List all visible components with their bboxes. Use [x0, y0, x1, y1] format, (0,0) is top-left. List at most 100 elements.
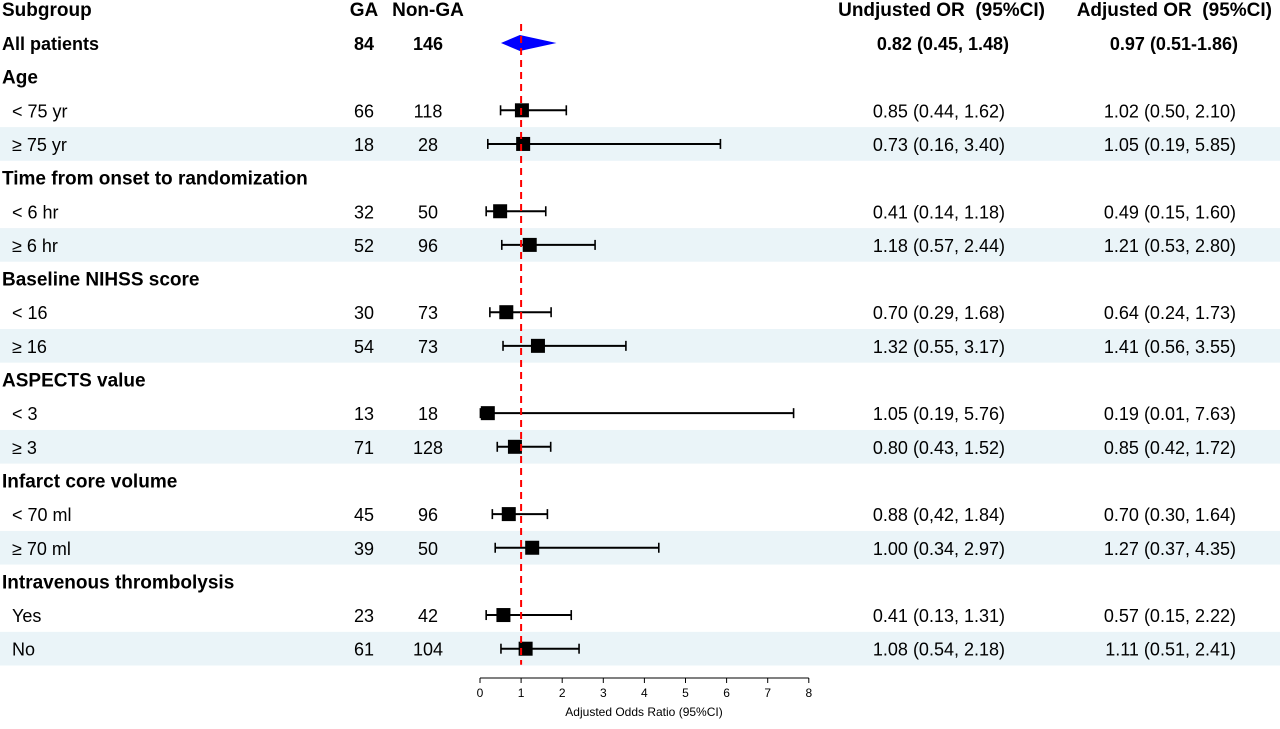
table-row: No 61 104 1.08 (0.54, 2.18) 1.11 (0.51, 2.41…: [12, 640, 1236, 660]
header-nonga: Non-GA: [392, 0, 464, 21]
or-point: [507, 439, 522, 454]
row-shade: [0, 228, 1280, 262]
table-row: All patients 84 146 0.82 (0.45, 1.48) 0.97 (…: [2, 34, 1238, 54]
header-adjusted: Adjusted OR (95%CI): [1077, 0, 1272, 21]
table-row: ≥ 70 ml 39 50 1.00 (0.34, 2.97) 1.27 (0.37, …: [12, 539, 1236, 559]
ga-count: 54: [354, 337, 374, 357]
table-row: Time from onset to randomization: [2, 169, 308, 190]
subgroup-label: ≥ 16: [12, 337, 47, 357]
table-row: Age: [2, 68, 38, 89]
nonga-count: 42: [418, 606, 438, 626]
row-shade: [0, 631, 1280, 666]
adjusted-or: 0.19 (0.01, 7.63): [1104, 404, 1236, 424]
adjusted-or: 1.27 (0.37, 4.35): [1104, 539, 1236, 559]
subgroup-label: < 6 hr: [12, 202, 59, 222]
row-shade: [0, 329, 1280, 363]
nonga-count: 146: [413, 34, 443, 54]
table-row: < 75 yr 66 118 0.85 (0.44, 1.62) 1.02 (0.50,…: [12, 101, 1236, 121]
x-tick-label: 5: [682, 686, 689, 700]
x-tick-label: 8: [805, 686, 812, 700]
unadjusted-or: 0.85 (0.44, 1.62): [873, 101, 1005, 121]
nonga-count: 73: [418, 303, 438, 323]
adjusted-or: 0.85 (0.42, 1.72): [1104, 438, 1236, 458]
nonga-count: 73: [418, 337, 438, 357]
adjusted-or: 0.49 (0.15, 1.60): [1104, 202, 1236, 222]
plot-marks: [479, 24, 795, 665]
group-label: Age: [2, 68, 38, 89]
adjusted-or: 1.41 (0.56, 3.55): [1104, 337, 1236, 357]
table-row: ≥ 6 hr 52 96 1.18 (0.57, 2.44) 1.21 (0.53, 2…: [12, 236, 1236, 256]
unadjusted-or: 0.73 (0.16, 3.40): [873, 135, 1005, 155]
ga-count: 32: [354, 202, 374, 222]
ga-count: 18: [354, 135, 374, 155]
or-point: [480, 406, 495, 421]
nonga-count: 18: [418, 404, 438, 424]
or-point: [499, 305, 514, 320]
x-tick-label: 6: [723, 686, 730, 700]
header-ga: GA: [350, 0, 379, 21]
table-row: Infarct core volume: [2, 471, 177, 492]
adjusted-or: 0.64 (0.24, 1.73): [1104, 303, 1236, 323]
adjusted-or: 0.57 (0.15, 2.22): [1104, 606, 1236, 626]
table-row: < 70 ml 45 96 0.88 (0,42, 1.84) 0.70 (0.30, …: [12, 505, 1236, 525]
nonga-count: 96: [418, 236, 438, 256]
unadjusted-or: 1.08 (0.54, 2.18): [873, 640, 1005, 660]
unadjusted-or: 0.88 (0,42, 1.84): [873, 505, 1005, 525]
summary-diamond: [500, 35, 557, 51]
ga-count: 61: [354, 640, 374, 660]
ga-count: 30: [354, 303, 374, 323]
ga-count: 13: [354, 404, 374, 424]
x-axis: Adjusted Odds Ratio (95%CI) 0 1 2 3 4 5 6 7 8: [477, 677, 812, 719]
subgroup-label: All patients: [2, 34, 99, 54]
or-point: [530, 338, 545, 353]
unadjusted-or: 0.80 (0.43, 1.52): [873, 438, 1005, 458]
unadjusted-or: 1.32 (0.55, 3.17): [873, 337, 1005, 357]
table-row: < 3 13 18 1.05 (0.19, 5.76) 0.19 (0.01, 7.63…: [12, 404, 1236, 424]
group-label: Intravenous thrombolysis: [2, 572, 234, 593]
x-tick-label: 4: [641, 686, 648, 700]
subgroup-label: < 75 yr: [12, 101, 68, 121]
subgroup-label: Yes: [12, 606, 41, 626]
nonga-count: 104: [413, 640, 443, 660]
table-rows: All patients 84 146 0.82 (0.45, 1.48) 0.97 (…: [2, 34, 1238, 660]
table-row: Intravenous thrombolysis: [2, 572, 234, 593]
unadjusted-or: 1.00 (0.34, 2.97): [873, 539, 1005, 559]
row-shade: [0, 429, 1280, 464]
header-subgroup: Subgroup: [2, 0, 92, 21]
table-row: Baseline NIHSS score: [2, 270, 199, 291]
table-row: ≥ 3 71 128 0.80 (0.43, 1.52) 0.85 (0.42, 1.7…: [12, 438, 1236, 458]
adjusted-or: 1.05 (0.19, 5.85): [1104, 135, 1236, 155]
nonga-count: 118: [414, 101, 443, 121]
header-unadjusted: Undjusted OR (95%CI): [838, 0, 1045, 21]
adjusted-or: 1.02 (0.50, 2.10): [1104, 101, 1236, 121]
subgroup-label: < 70 ml: [12, 505, 72, 525]
subgroup-label: ≥ 3: [12, 438, 37, 458]
nonga-count: 50: [418, 202, 438, 222]
nonga-count: 96: [418, 505, 438, 525]
table-row: Yes 23 42 0.41 (0.13, 1.31) 0.57 (0.15, 2.22…: [12, 606, 1236, 626]
subgroup-label: No: [12, 640, 35, 660]
unadjusted-or: 1.05 (0.19, 5.76): [873, 404, 1005, 424]
ga-count: 52: [354, 236, 374, 256]
adjusted-or: 1.21 (0.53, 2.80): [1104, 236, 1236, 256]
adjusted-or: 1.11 (0.51, 2.41): [1105, 640, 1236, 660]
table-row: ≥ 16 54 73 1.32 (0.55, 3.17) 1.41 (0.56, 3.5…: [12, 337, 1236, 357]
x-tick-label: 3: [600, 686, 607, 700]
or-point: [522, 237, 537, 252]
unadjusted-or: 0.41 (0.14, 1.18): [873, 202, 1005, 222]
x-tick-label: 1: [518, 686, 525, 700]
table-row: < 6 hr 32 50 0.41 (0.14, 1.18) 0.49 (0.15, 1…: [12, 202, 1236, 222]
unadjusted-or: 0.41 (0.13, 1.31): [873, 606, 1005, 626]
x-tick-label: 2: [559, 686, 566, 700]
adjusted-or: 0.97 (0.51-1.86): [1110, 34, 1238, 54]
table-row: ASPECTS value: [2, 371, 146, 392]
nonga-count: 50: [418, 539, 438, 559]
ga-count: 45: [354, 505, 374, 525]
or-point: [496, 608, 511, 623]
or-point: [516, 136, 531, 151]
x-axis-label: Adjusted Odds Ratio (95%CI): [565, 705, 722, 719]
column-headers: Subgroup GA Non-GA Undjusted OR (95%CI) …: [2, 0, 1272, 21]
ga-count: 84: [354, 34, 374, 54]
ga-count: 71: [354, 438, 374, 458]
